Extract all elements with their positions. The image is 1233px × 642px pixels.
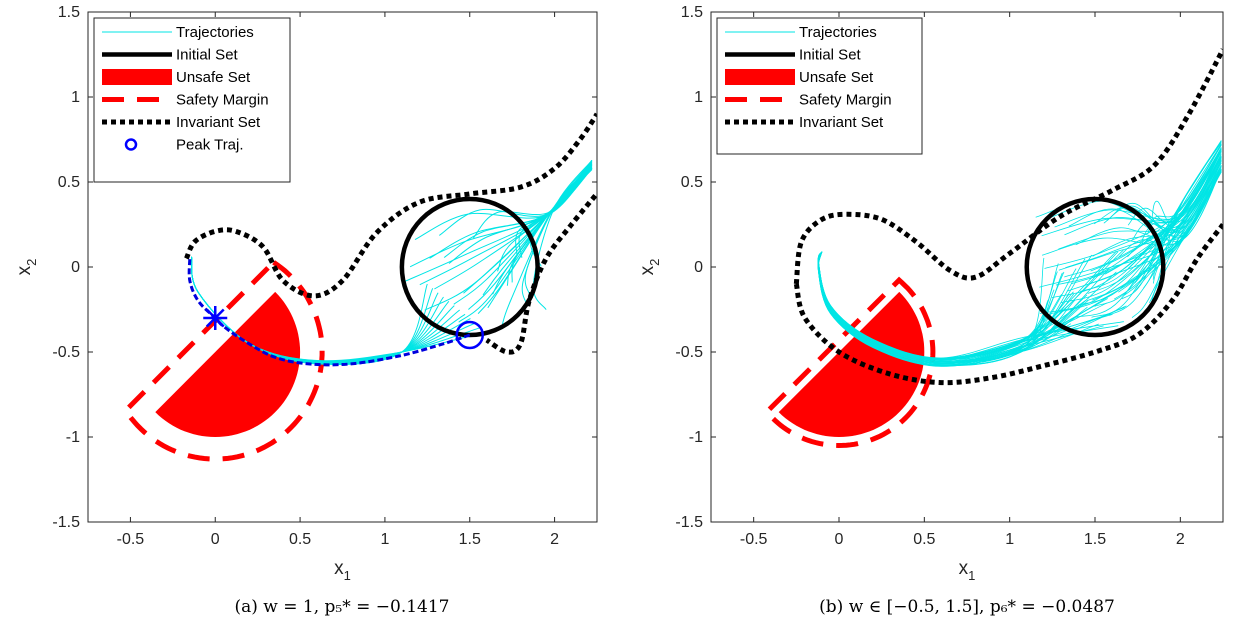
legend-label: Unsafe Set xyxy=(799,69,874,86)
trajectory xyxy=(1094,147,1222,307)
x-tick-label: 2 xyxy=(550,531,559,548)
y-axis-label: x2 xyxy=(637,259,662,276)
y-tick-label: -1.5 xyxy=(675,514,703,531)
y-tick-label: 0.5 xyxy=(681,174,703,191)
legend-swatch-peak-traj xyxy=(124,138,138,151)
safety-margin xyxy=(763,276,936,449)
trajectory xyxy=(472,167,593,239)
legend-label: Trajectories xyxy=(799,24,877,41)
legend-swatch-unsafe-set xyxy=(102,69,172,85)
y-tick-label: 0 xyxy=(694,259,703,276)
legend-box xyxy=(93,17,291,183)
x-tick-label: 1.5 xyxy=(1084,531,1106,548)
y-tick-label: 1.5 xyxy=(58,4,80,21)
legend-swatch-unsafe-set xyxy=(725,69,795,85)
y-tick-label: -0.5 xyxy=(675,344,703,361)
trajectory xyxy=(1086,168,1222,302)
trajectory xyxy=(515,168,593,257)
y-tick-label: 1 xyxy=(694,89,703,106)
y-tick-label: 1.5 xyxy=(681,4,703,21)
y-tick-label: -1 xyxy=(66,429,80,446)
x-tick-label: 0 xyxy=(211,531,220,548)
unsafe-set xyxy=(778,291,925,437)
trajectory xyxy=(405,168,593,282)
initial-set xyxy=(1024,196,1166,338)
legend-label: Safety Margin xyxy=(799,92,892,109)
legend: Trajectories Initial Set Unsafe Set Safety … xyxy=(93,17,291,183)
trajectory xyxy=(817,251,1087,364)
trajectory xyxy=(191,256,487,362)
x-tick-label: 0 xyxy=(835,531,844,548)
x-axis-label-subscript: 1 xyxy=(968,568,975,583)
unsafe-set xyxy=(155,291,301,437)
y-tick-label: 0 xyxy=(71,259,80,276)
y-tick-label: -0.5 xyxy=(52,344,80,361)
trajectory xyxy=(1071,150,1222,285)
trajectory xyxy=(817,251,1049,359)
trajectory xyxy=(1127,151,1222,258)
x-tick-label: 1 xyxy=(1005,531,1014,548)
legend-label: Safety Margin xyxy=(176,92,269,109)
trajectory xyxy=(1118,165,1222,293)
panel-caption: (a) w = 1, p₅* = −0.1417 xyxy=(234,597,449,617)
legend-label: Initial Set xyxy=(176,47,239,64)
trajectory xyxy=(1092,171,1222,301)
trajectory xyxy=(419,161,593,286)
plot-area xyxy=(763,48,1223,449)
legend-label: Peak Traj. xyxy=(176,137,244,154)
x-tick-label: 2 xyxy=(1176,531,1185,548)
y-tick-label: -1 xyxy=(689,429,703,446)
peak-trajectory xyxy=(187,258,471,367)
legend-label: Trajectories xyxy=(176,24,254,41)
trajectory xyxy=(1078,148,1222,306)
invariant-set-upper xyxy=(184,112,597,299)
peak-point-stroke xyxy=(205,308,225,328)
x-tick-label: 1.5 xyxy=(459,531,481,548)
trajectory xyxy=(817,251,1127,367)
x-axis-label-subscript: 1 xyxy=(344,568,351,583)
safety-margin xyxy=(122,259,325,462)
x-tick-label: 1 xyxy=(380,531,389,548)
panel-b: -0.5 0 0.5 1 1.5 2 -1.5 -1 -0.5 0 0.5 1 1.5 x1 x2 Traje… xyxy=(637,4,1224,617)
trajectories xyxy=(191,159,593,365)
x-tick-label: -0.5 xyxy=(740,531,768,548)
trajectory xyxy=(1108,160,1222,316)
invariant-set-upper xyxy=(793,48,1223,285)
trajectory xyxy=(524,164,593,298)
trajectories xyxy=(817,140,1222,367)
trajectory xyxy=(414,163,593,241)
trajectory xyxy=(1051,147,1222,299)
legend-box xyxy=(716,17,923,155)
trajectory xyxy=(1132,160,1222,240)
legend-label: Invariant Set xyxy=(176,114,261,131)
y-axis-label-subscript: 2 xyxy=(647,259,662,266)
legend-label: Unsafe Set xyxy=(176,69,251,86)
panel-a: -0.5 0 0.5 1 1.5 2 -1.5 -1 -0.5 0 0.5 1 1.5 x1 x2 Traje… xyxy=(14,4,598,617)
trajectory xyxy=(424,164,593,311)
peak-start-marker xyxy=(455,320,484,350)
trajectory xyxy=(532,159,593,310)
legend: Trajectories Initial Set Unsafe Set Safety … xyxy=(716,17,923,155)
x-tick-label: 0.5 xyxy=(289,531,311,548)
peak-point-marker xyxy=(203,306,228,330)
y-axis-label: x2 xyxy=(14,259,39,276)
trajectory xyxy=(1039,156,1222,314)
plot-area xyxy=(122,112,597,462)
panel-caption: (b) w ∈ [−0.5, 1.5], p₆* = −0.0487 xyxy=(819,597,1115,617)
x-tick-label: 0.5 xyxy=(913,531,935,548)
y-tick-label: 0.5 xyxy=(58,174,80,191)
trajectory xyxy=(1151,162,1222,234)
x-axis-label: x1 xyxy=(334,558,351,583)
y-axis-label-subscript: 2 xyxy=(24,259,39,266)
y-tick-label: -1.5 xyxy=(52,514,80,531)
x-tick-label: -0.5 xyxy=(117,531,145,548)
legend-label: Initial Set xyxy=(799,47,862,64)
trajectory xyxy=(1064,148,1222,278)
x-axis-label: x1 xyxy=(959,558,976,583)
legend-label: Invariant Set xyxy=(799,114,884,131)
y-tick-label: 1 xyxy=(71,89,80,106)
invariant-set-lower xyxy=(485,193,597,355)
trajectory xyxy=(1075,140,1222,318)
